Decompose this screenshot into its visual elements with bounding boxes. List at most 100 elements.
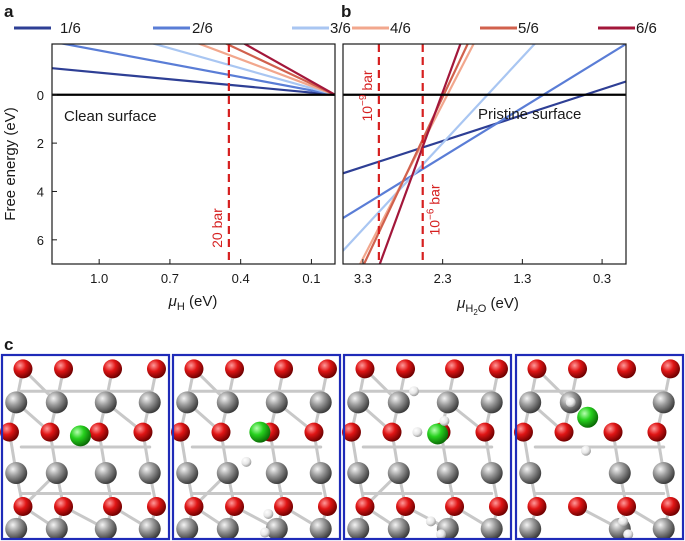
panel-b-threshold-label-1: 10−9 bar xyxy=(358,70,375,121)
hydrogen-atom xyxy=(408,386,419,397)
panel-b-frame xyxy=(342,43,627,265)
hydrogen-atom xyxy=(263,508,274,519)
oxygen-atom xyxy=(445,359,465,379)
panel-a-series-4 xyxy=(196,44,335,96)
oxygen-atom xyxy=(317,497,337,517)
panel-a-series-1 xyxy=(52,67,335,96)
oxygen-atom xyxy=(647,422,667,442)
oxygen-atom xyxy=(527,497,547,517)
titanium-atom xyxy=(265,517,288,540)
hydrogen-atom xyxy=(412,427,423,438)
structure-snapshot-2 xyxy=(170,353,342,541)
panel-b-threshold-label-2: 10−6 bar xyxy=(426,184,443,235)
panel-a-series-5 xyxy=(224,44,335,96)
oxygen-atom xyxy=(445,497,465,517)
titanium-atom xyxy=(176,517,199,540)
legend-label-1: 1/6 xyxy=(60,20,81,37)
y-axis-label: Free energy (eV) xyxy=(2,107,19,220)
panel-c-structures xyxy=(0,353,685,541)
titanium-atom xyxy=(138,391,161,414)
titanium-atom xyxy=(652,517,675,540)
panel-c-letter: c xyxy=(4,335,13,354)
oxygen-atom xyxy=(660,497,680,517)
titanium-atom xyxy=(436,391,459,414)
oxygen-atom xyxy=(170,422,190,442)
titanium-atom xyxy=(94,517,117,540)
dopant-atom xyxy=(577,406,599,428)
oxygen-atom xyxy=(568,359,588,379)
titanium-atom xyxy=(5,462,28,485)
oxygen-atom xyxy=(488,497,508,517)
titanium-atom xyxy=(309,517,332,540)
oxygen-atom xyxy=(396,359,416,379)
structure-snapshot-1 xyxy=(0,353,171,541)
oxygen-atom xyxy=(103,359,123,379)
oxygen-atom xyxy=(617,497,637,517)
titanium-atom xyxy=(480,391,503,414)
titanium-atom xyxy=(45,391,68,414)
panel-a-series-2 xyxy=(58,44,335,96)
panel-a-x-tick-4: 0.1 xyxy=(302,271,320,286)
panel-b-xlabel-symbol: μ xyxy=(456,295,465,312)
panel-a-y-tick-4: 6 xyxy=(37,233,44,248)
oxygen-atom xyxy=(274,497,294,517)
oxygen-atom xyxy=(475,422,495,442)
titanium-atom xyxy=(94,462,117,485)
panel-a-x-axis-label: μH (eV) xyxy=(168,293,218,313)
panel-b-letter: b xyxy=(341,2,351,21)
structure-snapshot-3 xyxy=(341,353,513,541)
hydrogen-atom xyxy=(241,456,252,467)
legend-label-4: 4/6 xyxy=(390,20,411,37)
snapshot-frame xyxy=(514,353,685,541)
oxygen-atom xyxy=(660,359,680,379)
titanium-atom xyxy=(480,517,503,540)
panel-a-frame xyxy=(51,43,336,265)
titanium-atom xyxy=(216,462,239,485)
titanium-atom xyxy=(387,517,410,540)
titanium-atom xyxy=(216,517,239,540)
snapshot-frame xyxy=(0,353,171,541)
panel-a-xlabel-unit: (eV) xyxy=(185,293,218,310)
hydrogen-atom xyxy=(580,445,591,456)
titanium-atom xyxy=(608,462,631,485)
dopant-atom xyxy=(69,425,91,447)
titanium-atom xyxy=(519,517,542,540)
titanium-atom xyxy=(5,391,28,414)
titanium-atom xyxy=(309,391,332,414)
panel-b-series-2 xyxy=(343,44,626,220)
oxygen-atom xyxy=(103,497,123,517)
titanium-atom xyxy=(436,462,459,485)
panel-b-xlabel-sub: H xyxy=(465,303,473,315)
panel-b-x-tick-4: 0.3 xyxy=(593,271,611,286)
titanium-atom xyxy=(519,462,542,485)
oxygen-atom xyxy=(146,497,166,517)
hydrogen-atom xyxy=(259,527,270,538)
oxygen-atom xyxy=(304,422,324,442)
dopant-atom xyxy=(427,423,449,445)
hydrogen-atom xyxy=(565,397,576,408)
legend-label-5: 5/6 xyxy=(518,20,539,37)
oxygen-atom xyxy=(317,359,337,379)
oxygen-atom xyxy=(568,497,588,517)
oxygen-atom xyxy=(40,422,60,442)
panel-a-letter: a xyxy=(4,2,14,21)
oxygen-atom xyxy=(617,359,637,379)
oxygen-atom xyxy=(133,422,153,442)
titanium-atom xyxy=(94,391,117,414)
titanium-atom xyxy=(519,391,542,414)
titanium-atom xyxy=(138,517,161,540)
oxygen-atom xyxy=(513,422,533,442)
panel-b-series-3 xyxy=(343,44,537,252)
oxygen-atom xyxy=(54,497,74,517)
panel-a-y-tick-1: 0 xyxy=(37,88,44,103)
panel-a-x-tick-1: 1.0 xyxy=(90,271,108,286)
legend-label-6: 6/6 xyxy=(636,20,657,37)
oxygen-atom xyxy=(274,359,294,379)
panel-a-x-tick-2: 0.7 xyxy=(161,271,179,286)
hydrogen-atom xyxy=(618,516,629,527)
titanium-atom xyxy=(387,391,410,414)
oxygen-atom xyxy=(146,359,166,379)
titanium-atom xyxy=(45,462,68,485)
titanium-atom xyxy=(480,462,503,485)
